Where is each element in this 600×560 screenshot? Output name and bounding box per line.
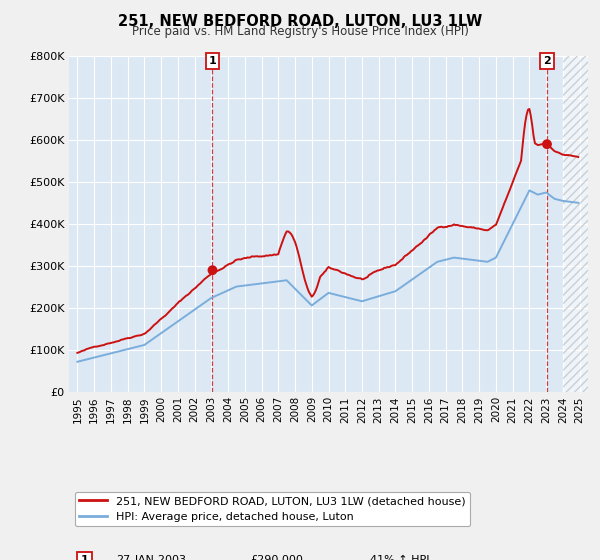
Text: 27-JAN-2003: 27-JAN-2003 [116, 555, 186, 560]
Text: £290,000: £290,000 [251, 555, 304, 560]
Legend: 251, NEW BEDFORD ROAD, LUTON, LU3 1LW (detached house), HPI: Average price, deta: 251, NEW BEDFORD ROAD, LUTON, LU3 1LW (d… [74, 492, 470, 526]
Bar [563, 56, 600, 392]
Bar [563, 56, 600, 392]
Point [542, 140, 552, 149]
Text: 41% ↑ HPI: 41% ↑ HPI [370, 555, 430, 560]
Point [208, 266, 217, 275]
Text: 1: 1 [209, 56, 217, 66]
Text: Price paid vs. HM Land Registry's House Price Index (HPI): Price paid vs. HM Land Registry's House … [131, 25, 469, 38]
Text: 1: 1 [80, 555, 88, 560]
Text: 2: 2 [543, 56, 551, 66]
Text: 251, NEW BEDFORD ROAD, LUTON, LU3 1LW: 251, NEW BEDFORD ROAD, LUTON, LU3 1LW [118, 14, 482, 29]
